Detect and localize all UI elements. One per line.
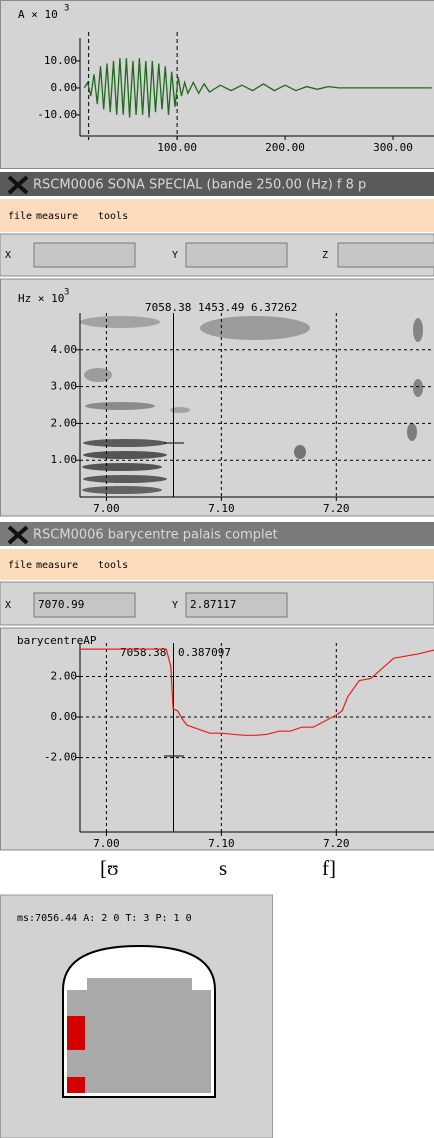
menu-item: tools xyxy=(98,211,128,222)
palate-contact xyxy=(67,978,211,1093)
y-tick-label: 3.00 xyxy=(51,380,78,393)
barycentre-panel xyxy=(1,628,434,850)
y-axis-label: barycentreAP xyxy=(17,634,97,647)
cursor-readout: 0.387097 xyxy=(178,646,231,659)
y-axis-exponent: 3 xyxy=(64,288,69,298)
field-label: X xyxy=(5,250,11,261)
field-label: X xyxy=(5,600,11,611)
phonetic-symbol: s xyxy=(219,856,227,880)
x-tick-label: 7.20 xyxy=(323,837,350,850)
y-tick-label: 0.00 xyxy=(51,81,78,94)
contact-cell xyxy=(67,1077,85,1093)
y-axis-label: Hz × 10 xyxy=(18,292,64,305)
y-axis-exponent: 3 xyxy=(64,4,69,14)
x-tick-label: 7.00 xyxy=(93,837,120,850)
palate-status: ms:7056.44 A: 2 0 T: 3 P: 1 0 xyxy=(17,913,192,924)
menu-item: measure xyxy=(36,560,78,571)
field-label: Y xyxy=(172,600,178,611)
window-title: RSCM0006 barycentre palais complet xyxy=(33,528,278,543)
screen: A × 10 3 RSCM0006 SONA SPECIAL (bande 25… xyxy=(0,0,434,1138)
spectrogram-panel xyxy=(1,279,434,516)
field-value: 2.87117 xyxy=(190,598,236,611)
field-box xyxy=(34,243,135,267)
menu-item: measure xyxy=(36,211,78,222)
y-tick-label: -10.00 xyxy=(37,108,77,121)
x-tick-label: 300.00 xyxy=(373,141,413,154)
y-tick-label: 2.00 xyxy=(51,416,78,429)
y-tick-label: 0.00 xyxy=(51,710,78,723)
menu-item: file xyxy=(8,211,32,222)
y-tick-label: 2.00 xyxy=(51,669,78,682)
field-label: Z xyxy=(322,250,328,261)
field-box xyxy=(338,243,434,267)
x-tick-label: 7.10 xyxy=(208,837,235,850)
y-tick-label: 1.00 xyxy=(51,453,78,466)
cursor-readout: 7058.38 xyxy=(120,646,166,659)
x-tick-label: 7.10 xyxy=(208,502,235,515)
phonetic-symbol: f] xyxy=(322,856,336,880)
y-tick-label: 4.00 xyxy=(51,343,78,356)
field-box xyxy=(186,243,287,267)
contact-cell xyxy=(67,1016,85,1050)
x-tick-label: 200.00 xyxy=(265,141,305,154)
field-value: 7070.99 xyxy=(38,598,84,611)
x-tick-label: 100.00 xyxy=(157,141,197,154)
cursor-readout: 7058.38 1453.49 6.37262 xyxy=(145,301,297,314)
menu-item: file xyxy=(8,560,32,571)
y-axis-label: A × 10 xyxy=(18,8,58,21)
y-tick-label: 10.00 xyxy=(44,54,77,67)
menu-item: tools xyxy=(98,560,128,571)
y-tick-label: -2.00 xyxy=(44,751,77,764)
x-tick-label: 7.00 xyxy=(93,502,120,515)
field-label: Y xyxy=(172,250,178,261)
window-title: RSCM0006 SONA SPECIAL (bande 250.00 (Hz)… xyxy=(33,178,366,193)
phonetic-symbol: [ʊ xyxy=(100,856,119,880)
x-tick-label: 7.20 xyxy=(323,502,350,515)
